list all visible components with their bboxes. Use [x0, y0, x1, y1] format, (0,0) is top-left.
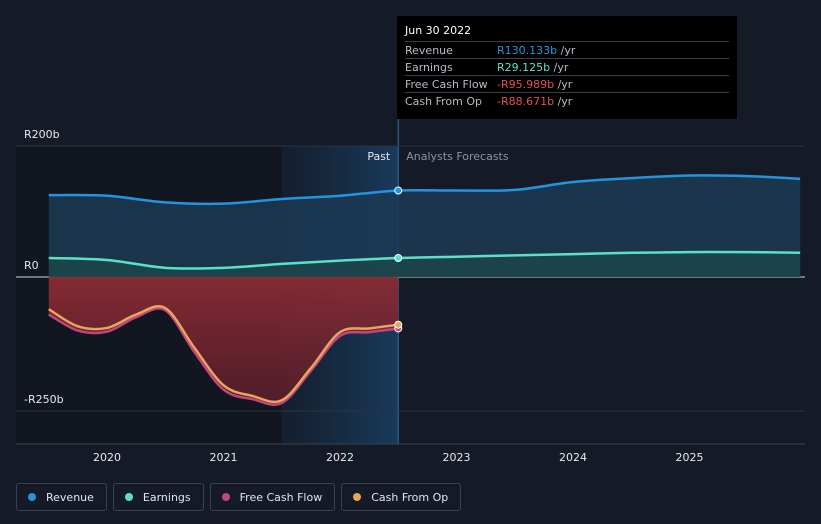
tooltip-row-revenue: Revenue R130.133b /yr — [405, 41, 729, 59]
tooltip-date: Jun 30 2022 — [405, 24, 472, 37]
revenue-line — [48, 174, 801, 206]
chart-canvas: R200b R0 -R250b 2020 2021 2022 2023 2024 2025 Pas… — [16, 118, 805, 464]
tooltip-value: R130.133b — [497, 44, 558, 57]
y-tick-label: R0 — [24, 259, 39, 272]
y-tick-label: -R250b — [24, 393, 64, 406]
tooltip-row-cash-from-op: Cash From Op -R88.671b /yr — [405, 92, 729, 110]
earnings-area — [48, 252, 801, 277]
legend-item-cash-from-op[interactable]: Cash From Op — [341, 483, 462, 511]
tooltip-value: R29.125b — [497, 61, 551, 74]
tooltip-value: -R95.989b — [497, 78, 555, 91]
legend-item-revenue[interactable]: Revenue — [16, 483, 107, 511]
legend: Revenue Earnings Free Cash Flow Cash Fro… — [16, 483, 462, 511]
x-tick-label: 2024 — [559, 451, 587, 464]
cash-from-op-marker — [394, 320, 403, 329]
tooltip-row-free-cash-flow: Free Cash Flow -R95.989b /yr — [405, 75, 729, 93]
tooltip-label: Free Cash Flow — [405, 78, 488, 91]
x-tick-label: 2022 — [326, 451, 354, 464]
cash-from-op-dot-icon — [353, 493, 362, 501]
revenue-dot-icon — [28, 493, 36, 501]
tooltip-value: -R88.671b — [497, 95, 555, 108]
tooltip-label: Cash From Op — [405, 95, 483, 108]
earnings-dot-icon — [124, 493, 133, 501]
legend-item-free-cash-flow[interactable]: Free Cash Flow — [209, 483, 336, 511]
legend-label: Revenue — [46, 490, 94, 504]
legend-label: Free Cash Flow — [239, 490, 323, 504]
tooltip-unit: /yr — [560, 44, 576, 57]
earnings-line — [48, 250, 801, 270]
earnings-marker — [394, 254, 403, 263]
revenue-area — [48, 175, 801, 277]
tooltip-label: Earnings — [405, 61, 453, 74]
revenue-marker — [394, 186, 403, 195]
y-tick-label: R200b — [24, 128, 60, 141]
tooltip-unit: /yr — [553, 61, 569, 74]
legend-item-earnings[interactable]: Earnings — [112, 483, 204, 511]
free-cash-flow-area — [48, 277, 399, 405]
tooltip-row-earnings: Earnings R29.125b /yr — [405, 58, 729, 76]
tooltip-unit: /yr — [557, 95, 573, 108]
x-tick-label: 2020 — [93, 451, 121, 464]
x-tick-label: 2025 — [676, 451, 704, 464]
forecast-label: Analysts Forecasts — [406, 150, 509, 163]
tooltip: Jun 30 2022 Revenue R130.133b /yr Earnin… — [397, 16, 737, 119]
x-tick-label: 2021 — [210, 451, 238, 464]
cash-from-op-line — [48, 305, 399, 404]
free-cash-flow-dot-icon — [221, 493, 230, 501]
tooltip-label: Revenue — [405, 44, 453, 57]
tooltip-unit: /yr — [557, 78, 573, 91]
free-cash-flow-line — [48, 307, 399, 406]
legend-label: Earnings — [142, 490, 191, 504]
legend-label: Cash From Op — [371, 490, 449, 504]
past-label: Past — [367, 150, 391, 163]
x-tick-label: 2023 — [443, 451, 471, 464]
